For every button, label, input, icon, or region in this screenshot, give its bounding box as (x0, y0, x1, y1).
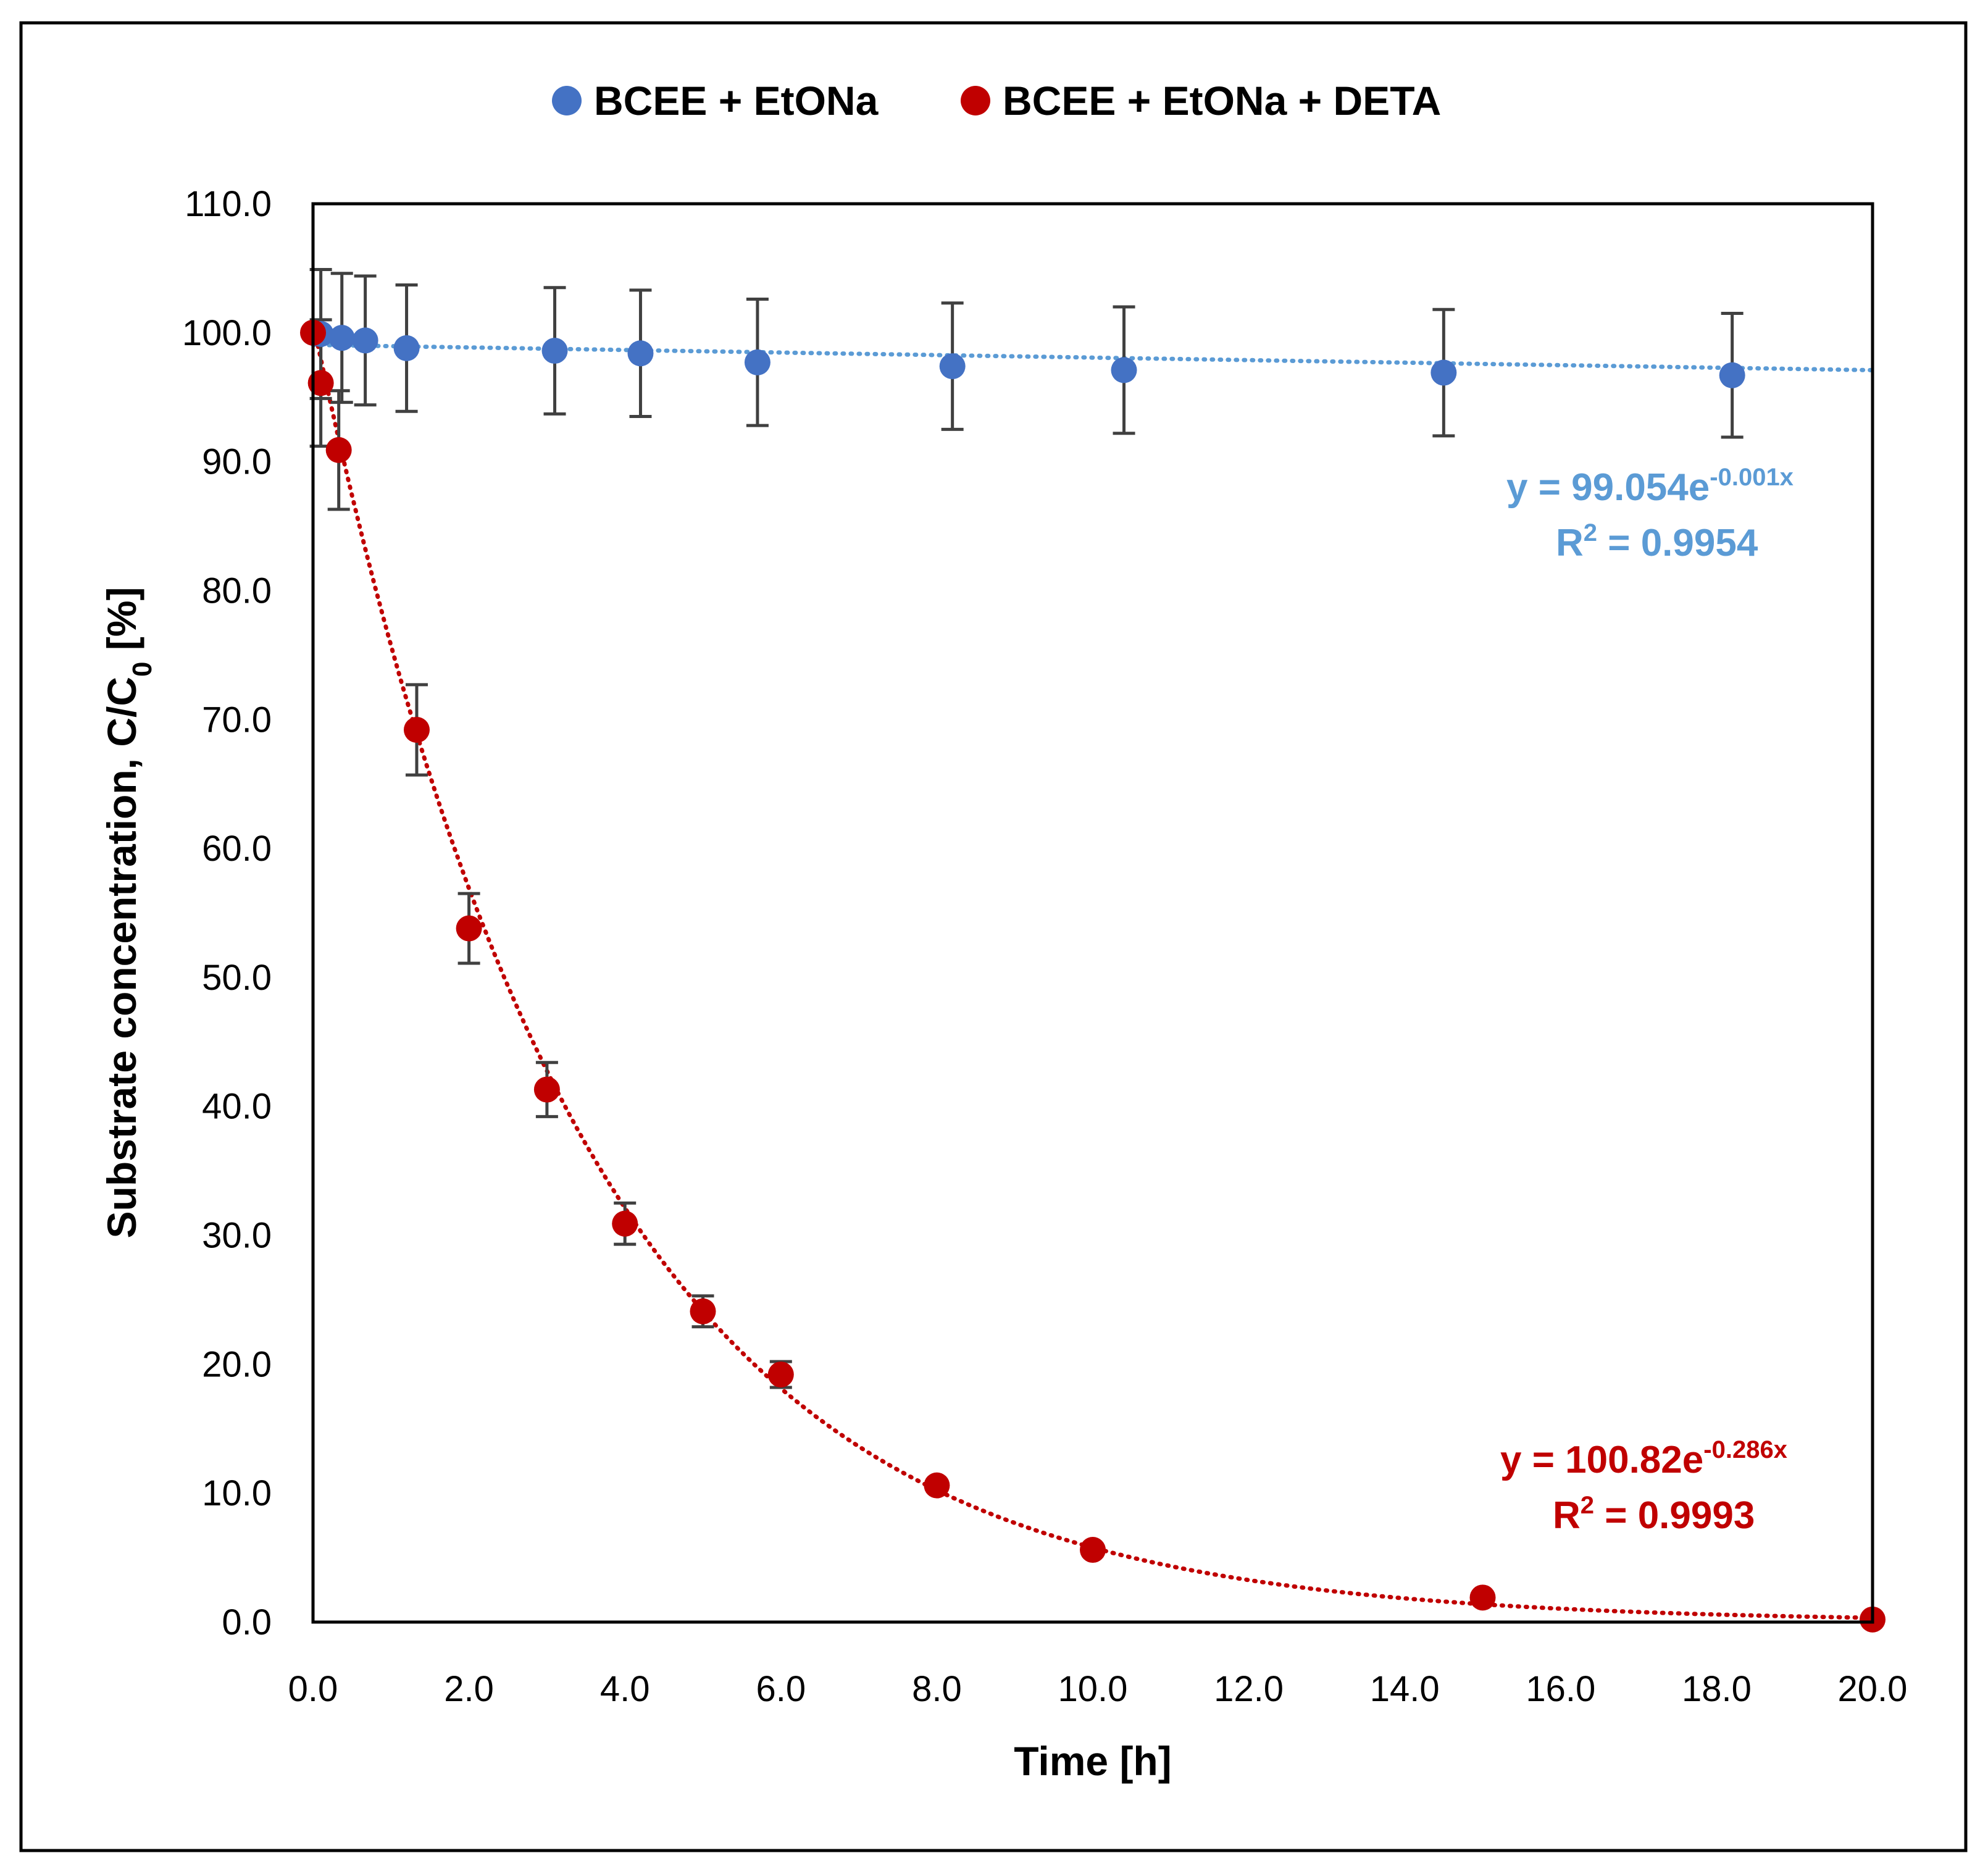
x-tick-label: 14.0 (1370, 1669, 1440, 1709)
equation-main-bcee-etona-deta: y = 100.82e (1500, 1439, 1703, 1481)
data-point-bcee-etona-deta (456, 915, 482, 942)
trendlines-layer (311, 320, 1875, 1620)
data-point-bcee-etona-deta (1080, 1537, 1106, 1563)
plot-area-border (311, 202, 1874, 1624)
y-tick-label: 60.0 (202, 829, 272, 869)
x-tick-label: 12.0 (1214, 1669, 1284, 1709)
data-point-bcee-etona (627, 340, 654, 367)
r2-superscript-bcee-etona-deta: 2 (1581, 1492, 1594, 1519)
r2-value-bcee-etona: = 0.9954 (1597, 522, 1758, 564)
r2-label-bcee-etona-deta: R (1553, 1494, 1581, 1537)
y-axis-title: Substrate concentration, C/C0 [%] (99, 587, 157, 1239)
r2-superscript-bcee-etona: 2 (1584, 519, 1597, 546)
y-tick-label: 10.0 (202, 1473, 272, 1513)
x-tick-label: 4.0 (600, 1669, 650, 1709)
y-tick-label: 0.0 (222, 1602, 272, 1642)
y-tick-label: 40.0 (202, 1087, 272, 1127)
legend-label-bcee-etona-deta: BCEE + EtONa + DETA (1003, 78, 1441, 123)
data-point-bcee-etona (328, 325, 355, 351)
data-point-bcee-etona (1430, 359, 1457, 386)
equation-bcee-etona: y = 99.054e-0.001x R2 = 0.9954 (1506, 464, 1794, 564)
equation-exponent-bcee-etona: -0.001x (1710, 464, 1794, 491)
data-point-bcee-etona-deta (1469, 1584, 1496, 1611)
trendline-bcee-etona (311, 343, 1875, 372)
data-point-bcee-etona-deta (612, 1210, 638, 1237)
equation-main-bcee-etona: y = 99.054e (1506, 466, 1710, 509)
y-tick-label: 70.0 (202, 700, 272, 740)
legend-marker-bcee-etona (552, 86, 582, 115)
trendline-bcee-etona-deta (311, 320, 1875, 1620)
data-point-bcee-etona-deta (924, 1472, 950, 1499)
x-tick-label: 8.0 (912, 1669, 962, 1709)
y-tick-label: 20.0 (202, 1344, 272, 1384)
y-tick-label: 90.0 (202, 442, 272, 482)
x-axis-title: Time [h] (1014, 1738, 1171, 1784)
r2-label-bcee-etona: R (1556, 522, 1584, 564)
equation-bcee-etona-deta: y = 100.82e-0.286x R2 = 0.9993 (1500, 1436, 1787, 1537)
data-point-bcee-etona (939, 353, 966, 380)
r2-line-bcee-etona-deta: R2 = 0.9993 (1553, 1492, 1755, 1537)
data-point-bcee-etona (393, 335, 420, 361)
equation-line-bcee-etona: y = 99.054e-0.001x (1506, 464, 1794, 509)
x-tick-label: 20.0 (1838, 1669, 1908, 1709)
data-point-bcee-etona-deta (325, 437, 352, 463)
data-point-bcee-etona (1719, 362, 1745, 388)
x-tick-label: 10.0 (1058, 1669, 1128, 1709)
data-point-bcee-etona (541, 338, 568, 364)
data-point-bcee-etona-deta (533, 1076, 560, 1103)
x-tick-label: 16.0 (1526, 1669, 1595, 1709)
y-axis-title-unit: [%] (99, 587, 144, 662)
legend: BCEE + EtONa BCEE + EtONa + DETA (552, 78, 1441, 123)
y-tick-label: 30.0 (202, 1216, 272, 1256)
x-tick-label: 2.0 (444, 1669, 494, 1709)
data-point-bcee-etona (744, 349, 771, 375)
axis-ticks-layer: 0.0 2.0 4.0 6.0 8.0 10.0 12.0 14.0 16.0 18.0 20.0 0… (182, 184, 1908, 1709)
y-tick-label: 50.0 (202, 958, 272, 998)
x-tick-label: 18.0 (1682, 1669, 1752, 1709)
y-tick-label: 80.0 (202, 571, 272, 611)
equation-line-bcee-etona-deta: y = 100.82e-0.286x (1500, 1436, 1787, 1481)
data-point-bcee-etona (352, 327, 378, 354)
legend-marker-bcee-etona-deta (961, 86, 990, 115)
data-point-bcee-etona (1111, 357, 1137, 383)
r2-value-bcee-etona-deta: = 0.9993 (1594, 1494, 1755, 1537)
y-tick-label: 110.0 (185, 184, 272, 224)
y-axis-title-subscript: 0 (127, 662, 157, 677)
legend-label-bcee-etona: BCEE + EtONa (594, 78, 879, 123)
x-tick-label: 6.0 (756, 1669, 806, 1709)
data-point-bcee-etona-deta (690, 1298, 716, 1324)
x-tick-label: 0.0 (288, 1669, 338, 1709)
y-axis-title-main: Substrate concentration, C/C (99, 677, 144, 1238)
r2-line-bcee-etona: R2 = 0.9954 (1556, 519, 1758, 564)
equation-exponent-bcee-etona-deta: -0.286x (1703, 1436, 1787, 1463)
data-point-bcee-etona-deta (767, 1362, 794, 1388)
y-tick-label: 100.0 (182, 313, 272, 353)
data-point-bcee-etona-deta (403, 716, 430, 743)
